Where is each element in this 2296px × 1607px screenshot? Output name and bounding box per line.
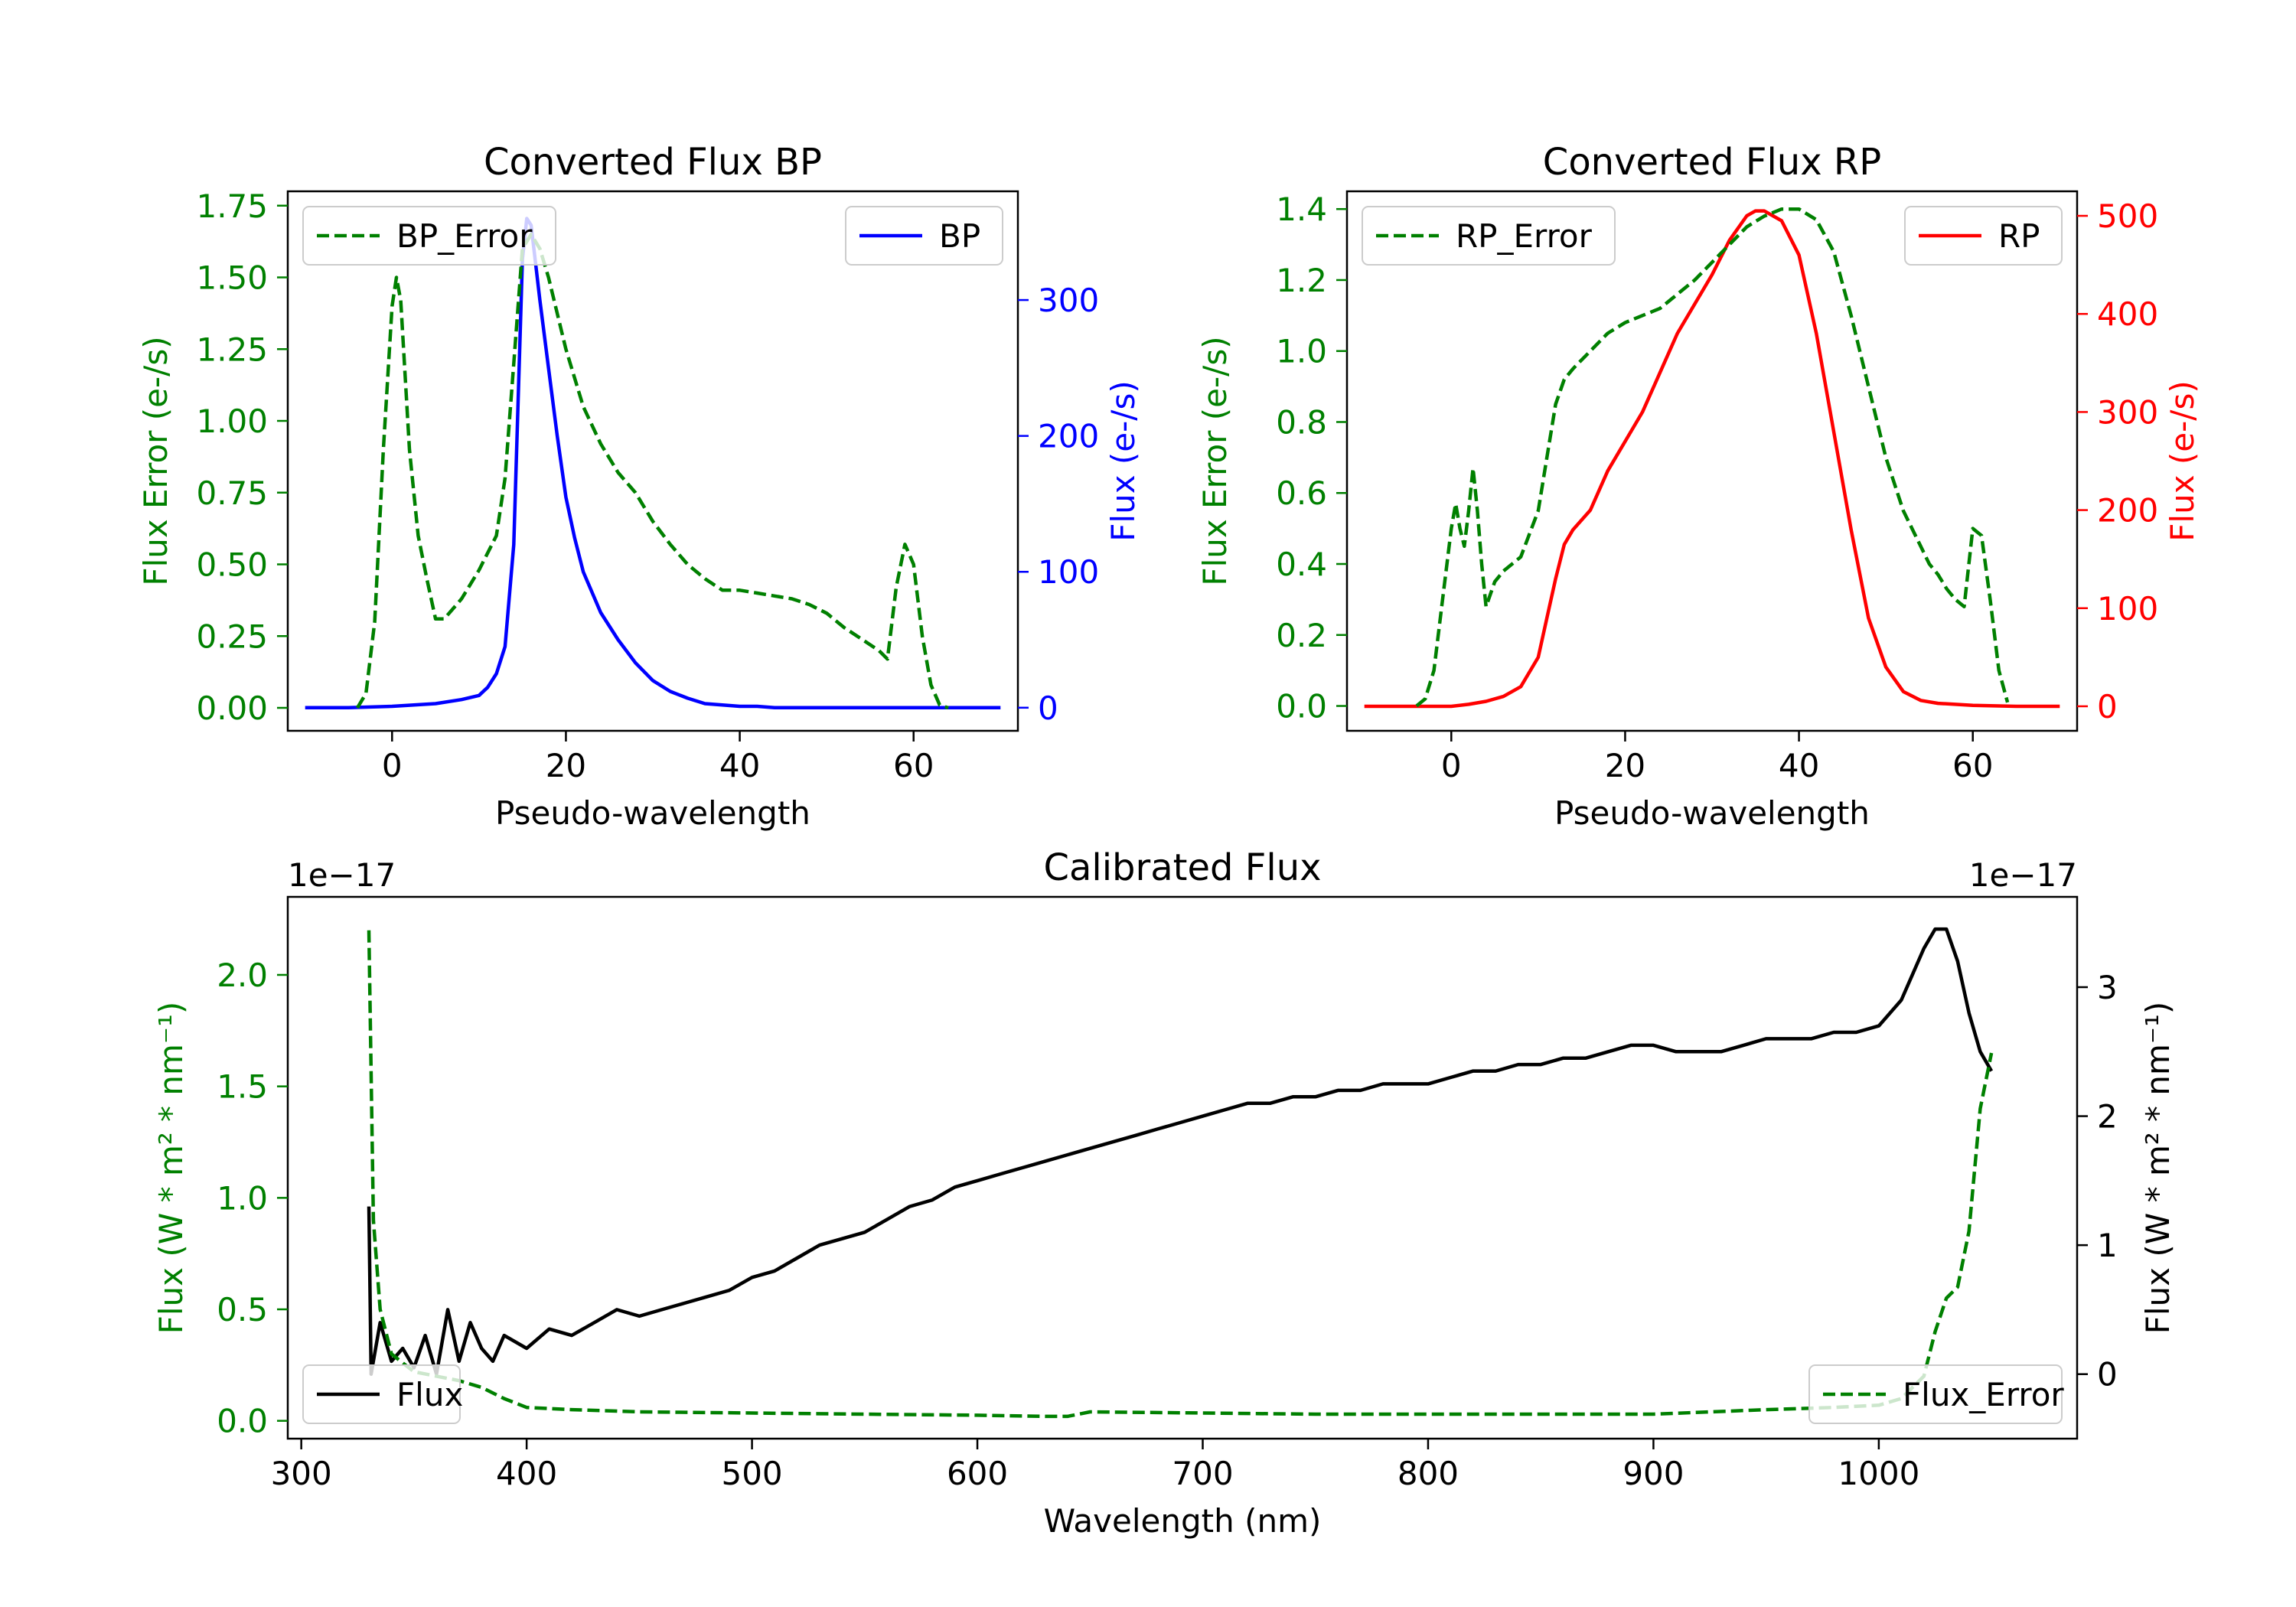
x-axis-label-calibrated: Wavelength (nm) [1044,1502,1322,1540]
x-tick-label-calibrated: 700 [1172,1455,1233,1492]
plot-frame-rp [1345,190,2079,732]
legend-label-rp-error: RP_Error [1456,217,1593,255]
legend-label-bp-error: BP_Error [396,217,533,255]
y-left-tick-label-rp: 0.4 [1276,546,1327,583]
y-left-axis-label-calibrated: Flux (W * m² * nm⁻¹) [152,1002,190,1335]
x-axis-label-rp: Pseudo-wavelength [1554,794,1870,832]
panel-calibrated: 300 400 500 600 700 800 900 1000 0.0 0.5 1.0 1.5 2.0… [152,846,2177,1540]
legend-frame-bp-error [302,206,556,266]
y-left-tick-label-calibrated: 0.0 [217,1403,268,1440]
x-tick-label-rp: 20 [1605,747,1645,784]
y-right-tick-label-rp: 500 [2097,197,2158,235]
y-right-tick-label-calibrated: 1 [2097,1227,2118,1264]
x-tick-label-calibrated: 600 [947,1455,1008,1492]
legend-frame-flux-error [1808,1364,2063,1424]
legend-frame-rp-flux [1904,206,2063,266]
x-tick-label-calibrated: 400 [496,1455,557,1492]
x-tick-label-rp: 0 [1441,747,1462,784]
chart-title-bp: Converted Flux BP [484,141,822,184]
y-left-tick-label-rp: 1.2 [1276,262,1327,299]
y-right-tick-label-bp: 100 [1038,553,1099,591]
y-left-axis-label-rp: Flux Error (e-/s) [1196,336,1234,585]
y-left-tick-label-bp: 1.00 [196,403,268,440]
legend-rp-flux: RP [1904,206,2063,266]
x-tick-label-bp: 60 [893,747,934,784]
x-tick-label-rp: 60 [1952,747,1993,784]
legend-bp-error: BP_Error [302,206,556,266]
series-line-rp-error [1415,207,2010,708]
legend-label-flux: Flux [396,1376,463,1413]
y-left-tick-label-bp: 0.75 [196,474,268,512]
series-line-rp [1364,209,2060,709]
y-right-tick-label-rp: 200 [2097,492,2158,530]
y-left-tick-label-rp: 0.2 [1276,617,1327,654]
plot-frame-calibrated [286,895,2079,1440]
x-tick-label-rp: 40 [1779,747,1819,784]
y-left-tick-label-bp: 0.50 [196,546,268,584]
y-left-tick-label-calibrated: 1.0 [217,1179,268,1217]
panel-rp: 0 20 40 60 0.0 0.2 0.4 0.6 0.8 1.0 1.2 1.4 0 100 200 30… [1196,141,2201,832]
legend-bp-flux: BP [845,206,1003,266]
y-right-axis-label-bp: Flux (e-/s) [1104,380,1142,541]
y-right-tick-label-bp: 300 [1038,282,1099,319]
x-tick-label-bp: 20 [546,747,586,784]
legend-label-bp-flux: BP [939,217,980,255]
y-right-tick-label-rp: 100 [2097,590,2158,627]
y-left-tick-label-rp: 0.0 [1276,688,1327,725]
panel-bp: 0 20 40 60 0.00 0.25 0.50 0.75 1.00 1.25 1.50 1.75 0… [137,141,1142,832]
y-right-tick-label-calibrated: 2 [2097,1098,2118,1136]
y-left-tick-label-rp: 0.8 [1276,403,1327,441]
x-tick-label-bp: 0 [382,747,403,784]
y-left-tick-label-calibrated: 1.5 [217,1068,268,1106]
legend-flux: Flux [302,1364,463,1424]
offset-text-left: 1e−17 [288,856,396,894]
y-right-tick-label-calibrated: 3 [2097,969,2118,1006]
x-axis-label-bp: Pseudo-wavelength [495,794,810,832]
y-right-tick-label-bp: 200 [1038,418,1099,455]
y-left-tick-label-bp: 1.25 [196,331,268,368]
x-tick-label-calibrated: 500 [721,1455,782,1492]
x-tick-label-calibrated: 800 [1397,1455,1459,1492]
y-left-tick-label-bp: 0.25 [196,618,268,655]
series-line-bp [305,217,1001,710]
legend-frame-flux [302,1364,461,1424]
y-left-tick-label-rp: 1.4 [1276,191,1327,228]
series-line-flux [367,927,1994,1376]
chart-title-calibrated: Calibrated Flux [1043,846,1321,889]
x-tick-label-calibrated: 300 [271,1455,332,1492]
y-left-tick-label-bp: 1.50 [196,259,268,297]
y-left-tick-label-calibrated: 2.0 [217,957,268,994]
y-right-tick-label-calibrated: 0 [2097,1356,2118,1393]
y-right-tick-label-rp: 0 [2097,688,2118,725]
y-left-tick-label-bp: 1.75 [196,187,268,225]
plot-frame-bp [286,190,1019,732]
series-line-bp-error [355,233,949,710]
offset-text-right: 1e−17 [1969,856,2077,894]
y-left-tick-label-bp: 0.00 [196,689,268,727]
y-right-tick-label-bp: 0 [1038,689,1058,727]
legend-rp-error: RP_Error [1362,206,1616,266]
x-tick-label-calibrated: 900 [1623,1455,1684,1492]
y-right-axis-label-rp: Flux (e-/s) [2164,380,2201,541]
y-right-tick-label-rp: 400 [2097,295,2158,333]
y-left-tick-label-rp: 0.6 [1276,474,1327,512]
legend-frame-bp-flux [845,206,1003,266]
y-left-axis-label-bp: Flux Error (e-/s) [137,336,174,585]
legend-flux-error: Flux_Error [1808,1364,2064,1424]
x-tick-label-bp: 40 [719,747,760,784]
y-left-tick-label-rp: 1.0 [1276,333,1327,370]
y-right-tick-label-rp: 300 [2097,393,2158,431]
chart-title-rp: Converted Flux RP [1543,141,1881,184]
y-left-tick-label-calibrated: 0.5 [217,1291,268,1328]
x-tick-label-calibrated: 1000 [1838,1455,1919,1492]
y-right-axis-label-calibrated: Flux (W * m² * nm⁻¹) [2139,1002,2177,1335]
panels: 0 20 40 600.000.250.500.751.001.251.501.750… [137,141,2201,1540]
legend-frame-rp-error [1362,206,1616,266]
legend-label-flux-error: Flux_Error [1903,1376,2064,1413]
legend-label-rp-flux: RP [1998,217,2040,255]
